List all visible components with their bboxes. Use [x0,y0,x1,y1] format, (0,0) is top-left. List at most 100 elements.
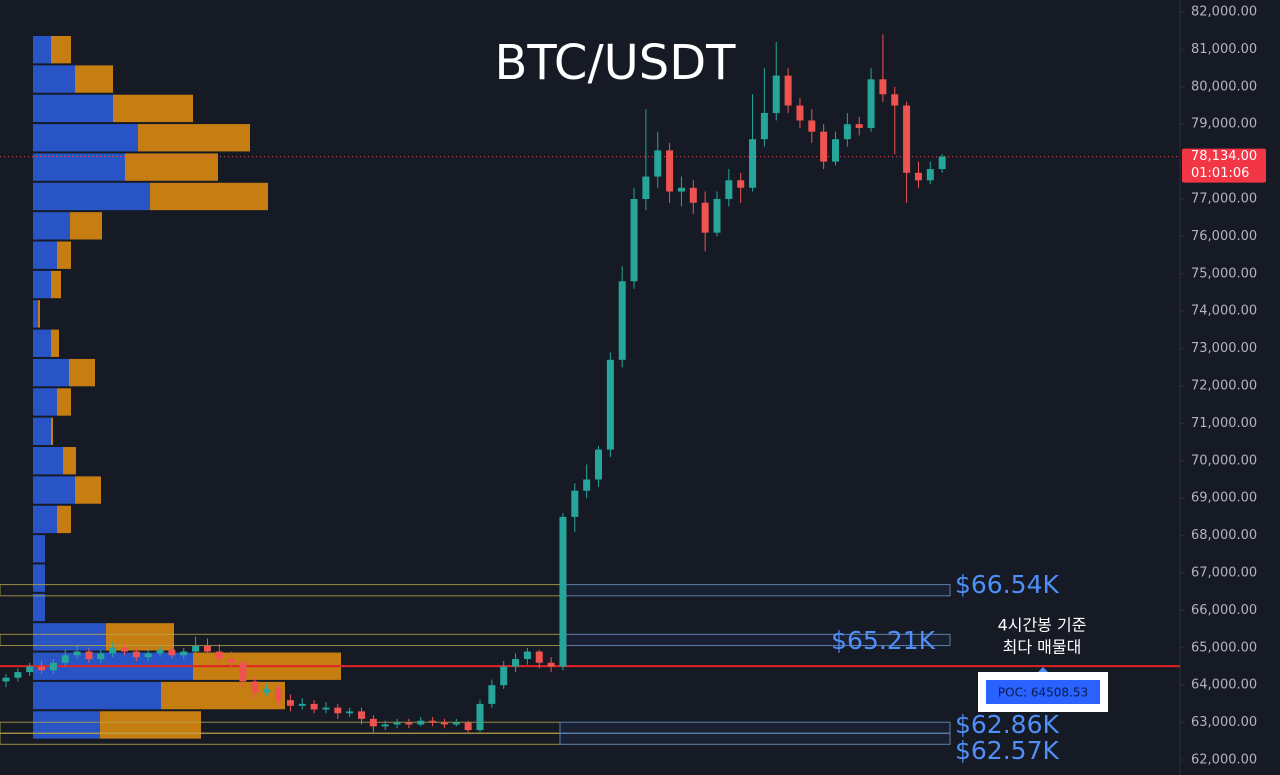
y-tick-label: 70,000.00 [1191,453,1257,468]
y-tick-label: 69,000.00 [1191,491,1257,506]
profile-buy [33,182,150,211]
candle-body [689,187,697,203]
candle-body [310,703,318,710]
profile-buy [33,36,51,64]
profile-buy [33,358,69,387]
candle-body [61,655,69,663]
candle-body [476,703,484,731]
y-tick-label: 68,000.00 [1191,528,1257,543]
profile-sell [57,241,71,269]
y-tick-label: 77,000.00 [1191,192,1257,207]
candle-body [405,722,413,725]
candle-body [334,707,342,714]
candle-body [642,176,650,199]
candle-body [914,172,922,181]
profile-sell [51,270,61,299]
candle-body [784,75,792,106]
profile-buy [33,241,57,269]
candle-body [512,659,520,667]
candle-body [760,112,768,140]
candle-body [713,199,721,233]
profile-buy [33,681,161,710]
candle-body [867,79,875,128]
profile-buy [33,124,138,152]
candle-body [630,199,638,282]
profile-buy [33,417,51,446]
profile-sell [70,212,102,240]
profile-sell [38,300,40,328]
candle-body [192,645,200,652]
candle-body [203,645,211,652]
y-tick-label: 65,000.00 [1191,640,1257,655]
profile-buy [33,270,51,299]
last-price-label: 78,134.00 [1191,149,1257,164]
candle-body [500,666,508,686]
profile-sell [75,476,101,504]
chart-title: BTC/USDT [494,35,736,91]
y-tick-label: 79,000.00 [1191,117,1257,132]
profile-buy [33,212,70,240]
candle-body [926,169,934,181]
candle-body [121,647,128,652]
candle-body [666,150,674,192]
level-label: $66.54K [955,570,1059,599]
y-tick-label: 62,000.00 [1191,753,1257,768]
candle-body [559,516,567,667]
y-tick-label: 80,000.00 [1191,79,1257,94]
candle-body [180,651,188,656]
candle-body [417,720,425,725]
y-tick-label: 63,000.00 [1191,715,1257,730]
candle-body [583,479,591,491]
y-tick-label: 67,000.00 [1191,566,1257,581]
candle-body [725,180,733,199]
profile-sell [106,623,174,651]
candle-body [263,688,271,693]
profile-sell [100,711,201,739]
candle-body [26,666,34,673]
candle-body [275,688,283,701]
candle-body [820,131,828,162]
countdown: 01:01:06 [1191,166,1249,181]
profile-buy [33,711,100,739]
candle-body [452,722,460,725]
y-tick-label: 76,000.00 [1191,229,1257,244]
profile-buy [33,65,75,93]
candle-body [358,711,365,719]
candle-body [109,647,117,654]
y-tick-label: 73,000.00 [1191,341,1257,356]
candle-body [393,722,401,725]
candle-body [251,681,259,693]
profile-sell [51,417,53,446]
level-zone [559,721,951,734]
candle-body [440,722,448,725]
profile-sell [51,36,71,64]
candle-body [38,666,46,671]
y-tick-label: 75,000.00 [1191,266,1257,281]
level-label: $62.86K [955,710,1059,739]
profile-buy [33,329,51,357]
profile-sell [150,182,268,211]
candle-body [903,105,911,173]
candle-body [618,281,626,360]
profile-sell [138,124,250,152]
candle-body [369,718,377,727]
last-price-tag [1182,148,1266,183]
candle-body [14,672,22,678]
y-tick-label: 82,000.00 [1191,5,1257,20]
candle-body [843,124,851,140]
y-tick-label: 66,000.00 [1191,603,1257,618]
profile-buy [33,300,38,328]
candle-body [832,139,839,162]
candle-body [381,724,389,727]
candle-body [701,202,709,233]
candle-body [286,700,294,706]
candle-body [808,120,816,132]
level-label: $62.57K [955,736,1059,765]
candle-body [227,659,235,663]
candle-body [606,359,614,450]
candle-body [2,677,10,682]
candle-body [749,139,757,188]
candle-body [571,490,579,517]
